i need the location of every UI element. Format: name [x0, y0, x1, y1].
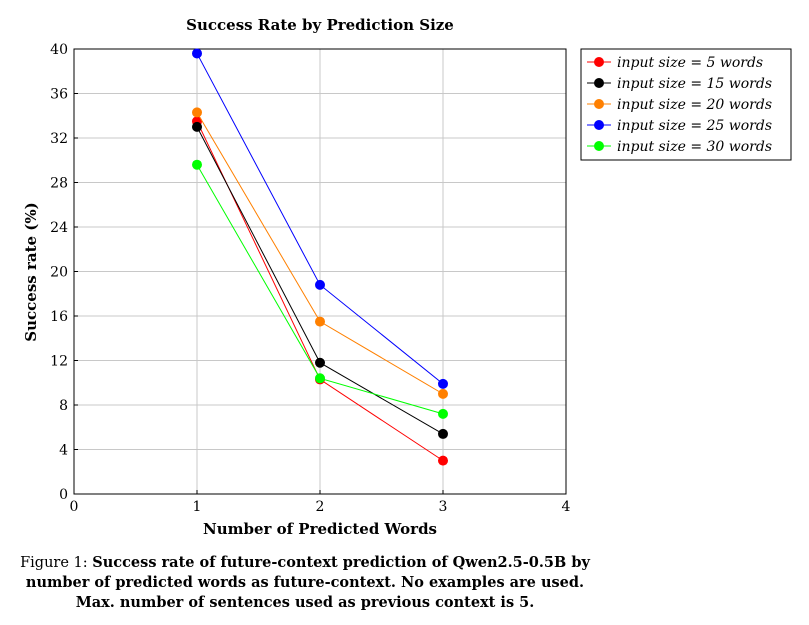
x-tick-label: 3 — [439, 499, 448, 515]
y-tick-label: 28 — [50, 176, 68, 192]
y-axis-label: Success rate (%) — [22, 202, 40, 341]
y-tick-label: 0 — [59, 487, 68, 503]
legend-label: input size = 15 words — [617, 76, 772, 92]
x-tick-label: 0 — [70, 499, 79, 515]
data-point — [192, 107, 202, 118]
x-axis-label: Number of Predicted Words — [203, 520, 437, 538]
legend-swatch-marker — [594, 99, 604, 109]
data-point — [315, 373, 325, 384]
legend-swatch-marker — [594, 141, 604, 151]
legend-item: input size = 15 words — [587, 76, 772, 92]
y-tick-label: 36 — [50, 87, 68, 103]
series-3 — [192, 48, 448, 389]
legend-item: input size = 30 words — [587, 139, 772, 155]
data-point — [438, 408, 448, 419]
y-tick-label: 12 — [50, 354, 68, 370]
data-point — [315, 279, 325, 290]
legend-label: input size = 5 words — [617, 55, 763, 71]
data-point — [315, 316, 325, 327]
caption-lead: Figure 1: — [20, 555, 93, 571]
data-point — [192, 121, 202, 132]
legend: input size = 5 words input size = 15 word… — [580, 48, 792, 161]
caption-body: Success rate of future-context predictio… — [25, 554, 590, 611]
series-4 — [192, 159, 448, 419]
data-point — [192, 48, 202, 59]
legend-swatch-marker — [594, 78, 604, 88]
y-tick-label: 20 — [50, 265, 68, 281]
legend-swatch-marker — [594, 120, 604, 130]
series-2 — [192, 107, 448, 399]
legend-label: input size = 20 words — [617, 97, 772, 113]
chart-title: Success Rate by Prediction Size — [186, 16, 454, 34]
data-point — [192, 159, 202, 170]
y-tick-label: 8 — [59, 398, 68, 414]
y-tick-label: 16 — [50, 309, 68, 325]
legend-label: input size = 30 words — [617, 139, 772, 155]
data-point — [438, 388, 448, 399]
y-tick-label: 40 — [50, 42, 68, 58]
legend-box — [580, 48, 792, 161]
legend-item: input size = 20 words — [587, 97, 772, 113]
x-tick-label: 2 — [316, 499, 325, 515]
legend-swatch-marker — [594, 57, 604, 67]
legend-label: input size = 25 words — [617, 118, 772, 134]
legend-item: input size = 25 words — [587, 118, 772, 134]
grid — [74, 49, 566, 494]
figure-caption: Figure 1: Success rate of future-context… — [10, 553, 600, 613]
y-tick-label: 32 — [50, 131, 68, 147]
legend-item: input size = 5 words — [587, 55, 763, 71]
x-tick-label: 1 — [193, 499, 202, 515]
y-tick-label: 24 — [50, 220, 68, 236]
series-1 — [192, 121, 448, 439]
data-point — [315, 357, 325, 368]
y-tick-label: 4 — [59, 443, 68, 459]
series-group — [192, 48, 448, 466]
data-point — [438, 428, 448, 439]
data-point — [438, 378, 448, 389]
data-point — [438, 455, 448, 466]
x-tick-label: 4 — [562, 499, 571, 515]
